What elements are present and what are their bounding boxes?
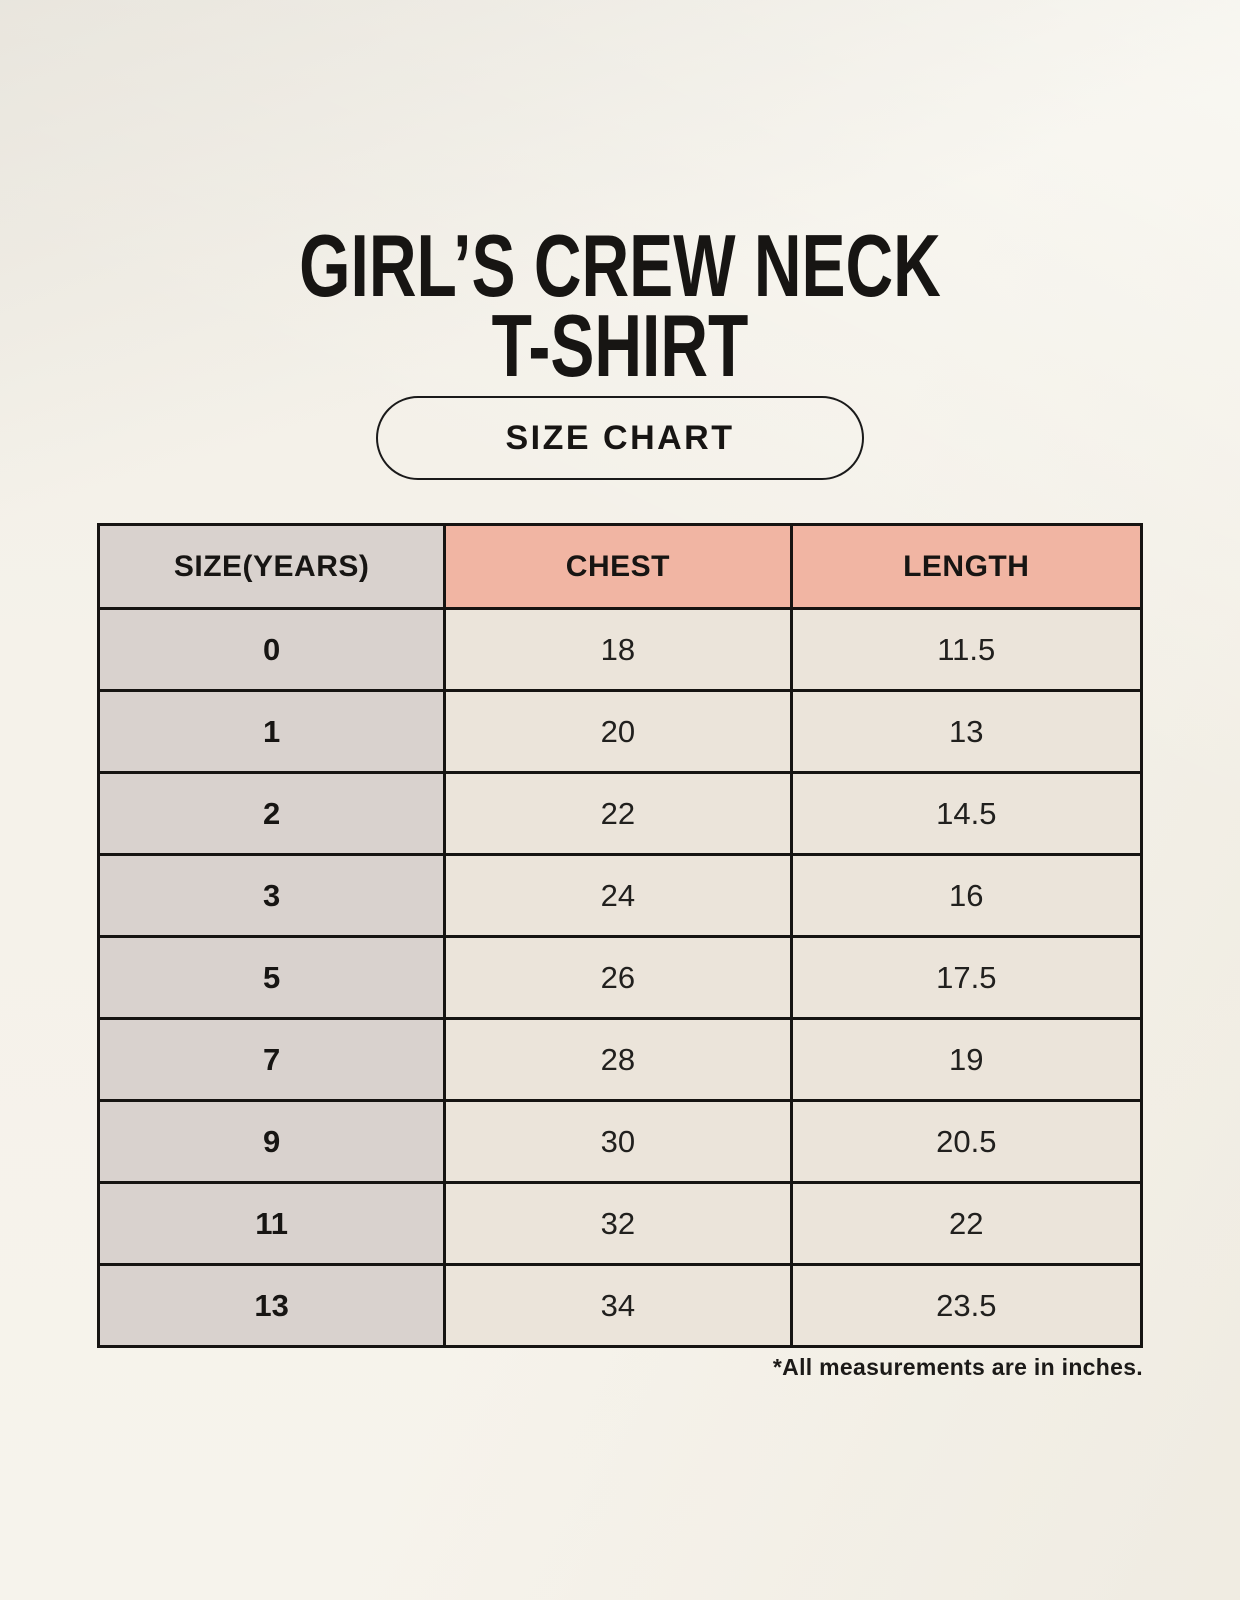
length-cell: 23.5 — [789, 1263, 1144, 1348]
length-cell: 22 — [789, 1181, 1144, 1266]
column-header-chest: CHEST — [443, 523, 793, 610]
table-row: 0 18 11.5 — [96, 607, 1144, 692]
column-header-length: LENGTH — [789, 523, 1144, 610]
table-row: 9 30 20.5 — [96, 1099, 1144, 1184]
chest-cell: 30 — [443, 1099, 793, 1184]
measurements-note: *All measurements are in inches. — [772, 1354, 1143, 1380]
chest-cell: 18 — [443, 607, 793, 692]
length-cell: 19 — [789, 1017, 1144, 1102]
size-table: SIZE(YEARS) CHEST LENGTH 0 18 11.5 1 20 … — [96, 523, 1144, 1348]
column-header-size-years: SIZE(YEARS) — [96, 523, 447, 610]
chest-cell: 26 — [443, 935, 793, 1020]
table-row: 3 24 16 — [96, 853, 1144, 938]
chest-cell: 24 — [443, 853, 793, 938]
page-title-line-1: GIRL’S CREW NECK — [299, 216, 941, 315]
length-cell: 14.5 — [789, 771, 1144, 856]
length-cell: 11.5 — [789, 607, 1144, 692]
size-cell: 2 — [96, 771, 447, 856]
chest-cell: 22 — [443, 771, 793, 856]
length-cell: 17.5 — [789, 935, 1144, 1020]
table-row: 5 26 17.5 — [96, 935, 1144, 1020]
size-cell: 7 — [96, 1017, 447, 1102]
length-cell: 13 — [789, 689, 1144, 774]
size-cell: 1 — [96, 689, 447, 774]
table-row: 1 20 13 — [96, 689, 1144, 774]
table-row: 13 34 23.5 — [96, 1263, 1144, 1348]
table-row: 7 28 19 — [96, 1017, 1144, 1102]
size-cell: 9 — [96, 1099, 447, 1184]
table-row: 11 32 22 — [96, 1181, 1144, 1266]
size-cell: 5 — [96, 935, 447, 1020]
chest-cell: 20 — [443, 689, 793, 774]
size-cell: 11 — [96, 1181, 447, 1266]
size-cell: 0 — [96, 607, 447, 692]
chest-cell: 28 — [443, 1017, 793, 1102]
chest-cell: 32 — [443, 1181, 793, 1266]
page-title-line-2: T-SHIRT — [491, 296, 749, 395]
table-row: 2 22 14.5 — [96, 771, 1144, 856]
size-cell: 3 — [96, 853, 447, 938]
chest-cell: 34 — [443, 1263, 793, 1348]
size-chart-badge: SIZE CHART — [376, 396, 864, 480]
page-title: GIRL’S CREW NECK T-SHIRT — [155, 216, 1085, 395]
size-chart-badge-label: SIZE CHART — [505, 418, 735, 457]
size-cell: 13 — [96, 1263, 447, 1348]
length-cell: 16 — [789, 853, 1144, 938]
length-cell: 20.5 — [789, 1099, 1144, 1184]
table-header-row: SIZE(YEARS) CHEST LENGTH — [96, 523, 1144, 610]
